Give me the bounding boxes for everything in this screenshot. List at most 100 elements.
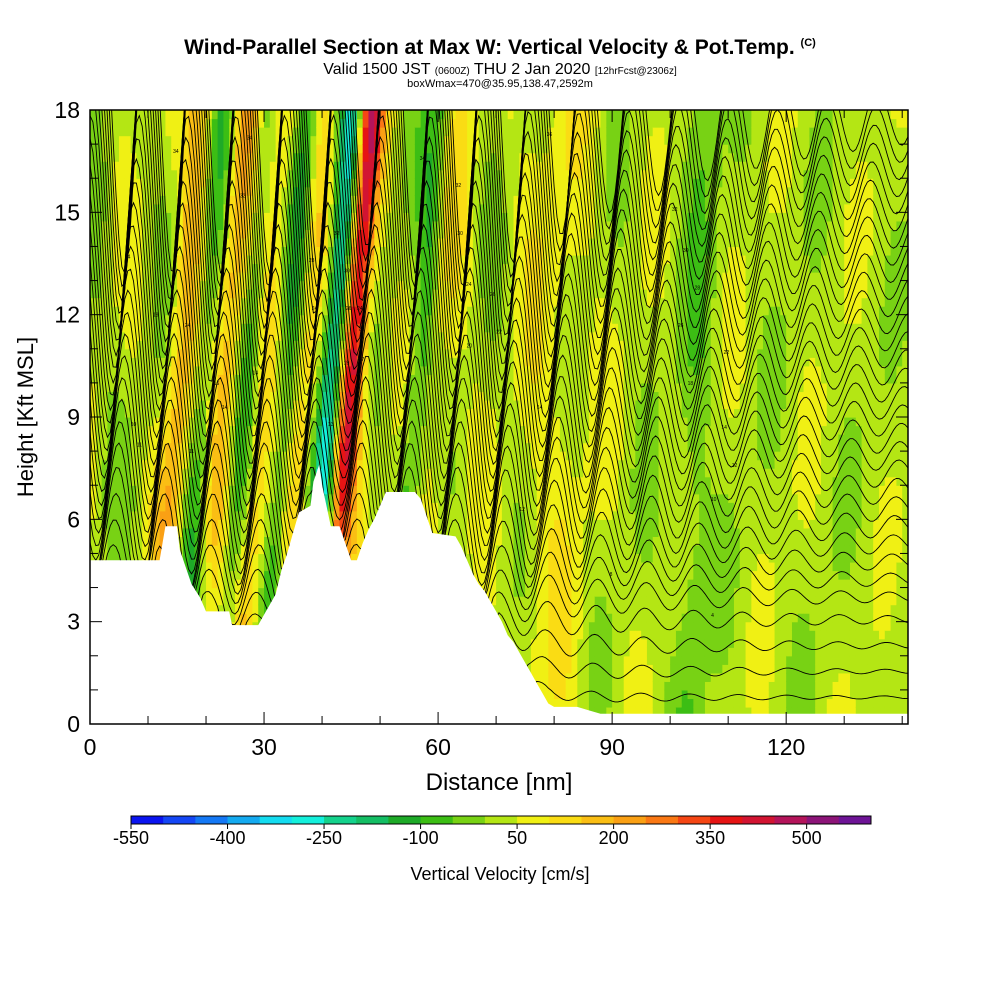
velocity-cell — [264, 596, 271, 606]
velocity-cell — [246, 280, 254, 290]
velocity-cell — [153, 417, 161, 427]
velocity-cell — [217, 220, 225, 230]
velocity-cell — [153, 306, 161, 316]
velocity-cell — [206, 382, 213, 393]
velocity-cell — [316, 391, 323, 401]
velocity-cell — [461, 451, 468, 461]
velocity-cell — [287, 442, 294, 452]
velocity-cell — [269, 272, 277, 282]
velocity-cell — [229, 587, 236, 597]
velocity-cell — [327, 493, 335, 503]
velocity-cell — [484, 502, 491, 512]
velocity-cell — [293, 254, 300, 265]
velocity-cell — [298, 135, 306, 145]
velocity-cell — [275, 331, 283, 341]
velocity-cell — [217, 485, 225, 495]
velocity-cell — [264, 178, 271, 188]
velocity-cell — [275, 374, 283, 384]
velocity-cell — [333, 127, 341, 137]
velocity-cell — [362, 246, 370, 256]
velocity-cell — [467, 254, 474, 265]
velocity-cell — [403, 289, 410, 299]
velocity-cell — [380, 314, 387, 324]
velocity-cell — [432, 340, 439, 350]
velocity-cell — [142, 110, 149, 120]
velocity-cell — [403, 425, 410, 435]
velocity-cell — [153, 118, 161, 128]
velocity-cell — [252, 613, 259, 623]
velocity-cell — [165, 434, 172, 444]
velocity-cell — [403, 263, 410, 273]
velocity-cell — [258, 408, 265, 418]
velocity-cell — [275, 280, 283, 290]
velocity-cell — [240, 399, 248, 410]
velocity-cell — [484, 510, 491, 520]
velocity-cell — [188, 493, 196, 503]
velocity-cell — [432, 144, 439, 154]
velocity-cell — [171, 425, 178, 435]
velocity-cell — [206, 502, 213, 512]
velocity-cell — [223, 169, 230, 179]
velocity-cell — [90, 110, 97, 120]
velocity-cell — [264, 544, 271, 555]
velocity-cell — [281, 263, 288, 273]
velocity-cell — [414, 485, 422, 495]
velocity-cell — [414, 110, 422, 120]
velocity-cell — [281, 169, 288, 179]
velocity-cell — [269, 169, 277, 179]
velocity-cell — [409, 212, 416, 222]
velocity-cell — [339, 502, 346, 512]
velocity-cell — [171, 186, 178, 196]
velocity-cell — [136, 280, 143, 290]
velocity-cell — [327, 212, 335, 222]
velocity-cell — [443, 280, 451, 290]
velocity-cell — [432, 254, 439, 265]
velocity-cell — [374, 399, 381, 410]
velocity-cell — [391, 220, 399, 230]
velocity-cell — [194, 493, 201, 503]
velocity-cell — [107, 544, 114, 555]
velocity-cell — [240, 263, 248, 273]
velocity-cell — [264, 365, 271, 375]
velocity-cell — [316, 357, 323, 367]
velocity-cell — [107, 357, 114, 367]
velocity-cell — [449, 510, 457, 520]
velocity-cell — [223, 536, 230, 546]
velocity-cell — [171, 510, 178, 520]
velocity-cell — [177, 118, 184, 128]
velocity-cell — [246, 408, 254, 418]
velocity-cell — [443, 434, 451, 444]
velocity-cell — [130, 357, 138, 367]
velocity-cell — [182, 152, 190, 162]
velocity-cell — [229, 246, 236, 256]
velocity-cell — [148, 357, 155, 367]
velocity-cell — [351, 152, 358, 162]
velocity-cell — [153, 203, 161, 213]
velocity-cell — [362, 459, 370, 469]
velocity-cell — [397, 118, 404, 128]
velocity-cell — [194, 152, 201, 162]
velocity-cell — [362, 110, 370, 120]
velocity-cell — [403, 323, 410, 333]
velocity-cell — [362, 212, 370, 222]
velocity-cell — [478, 544, 486, 555]
velocity-cell — [368, 135, 375, 145]
velocity-cell — [368, 434, 375, 444]
velocity-cell — [240, 604, 248, 614]
velocity-cell — [113, 178, 120, 188]
velocity-cell — [171, 391, 178, 401]
velocity-cell — [107, 553, 114, 563]
velocity-cell — [287, 434, 294, 444]
velocity-cell — [235, 195, 242, 205]
velocity-cell — [252, 527, 259, 537]
velocity-cell — [368, 476, 375, 486]
velocity-cell — [478, 195, 486, 205]
velocity-cell — [409, 340, 416, 350]
velocity-cell — [281, 280, 288, 290]
velocity-cell — [188, 510, 196, 520]
velocity-cell — [252, 425, 259, 435]
velocity-cell — [281, 502, 288, 512]
velocity-cell — [432, 399, 439, 410]
velocity-cell — [200, 579, 207, 589]
velocity-cell — [362, 451, 370, 461]
